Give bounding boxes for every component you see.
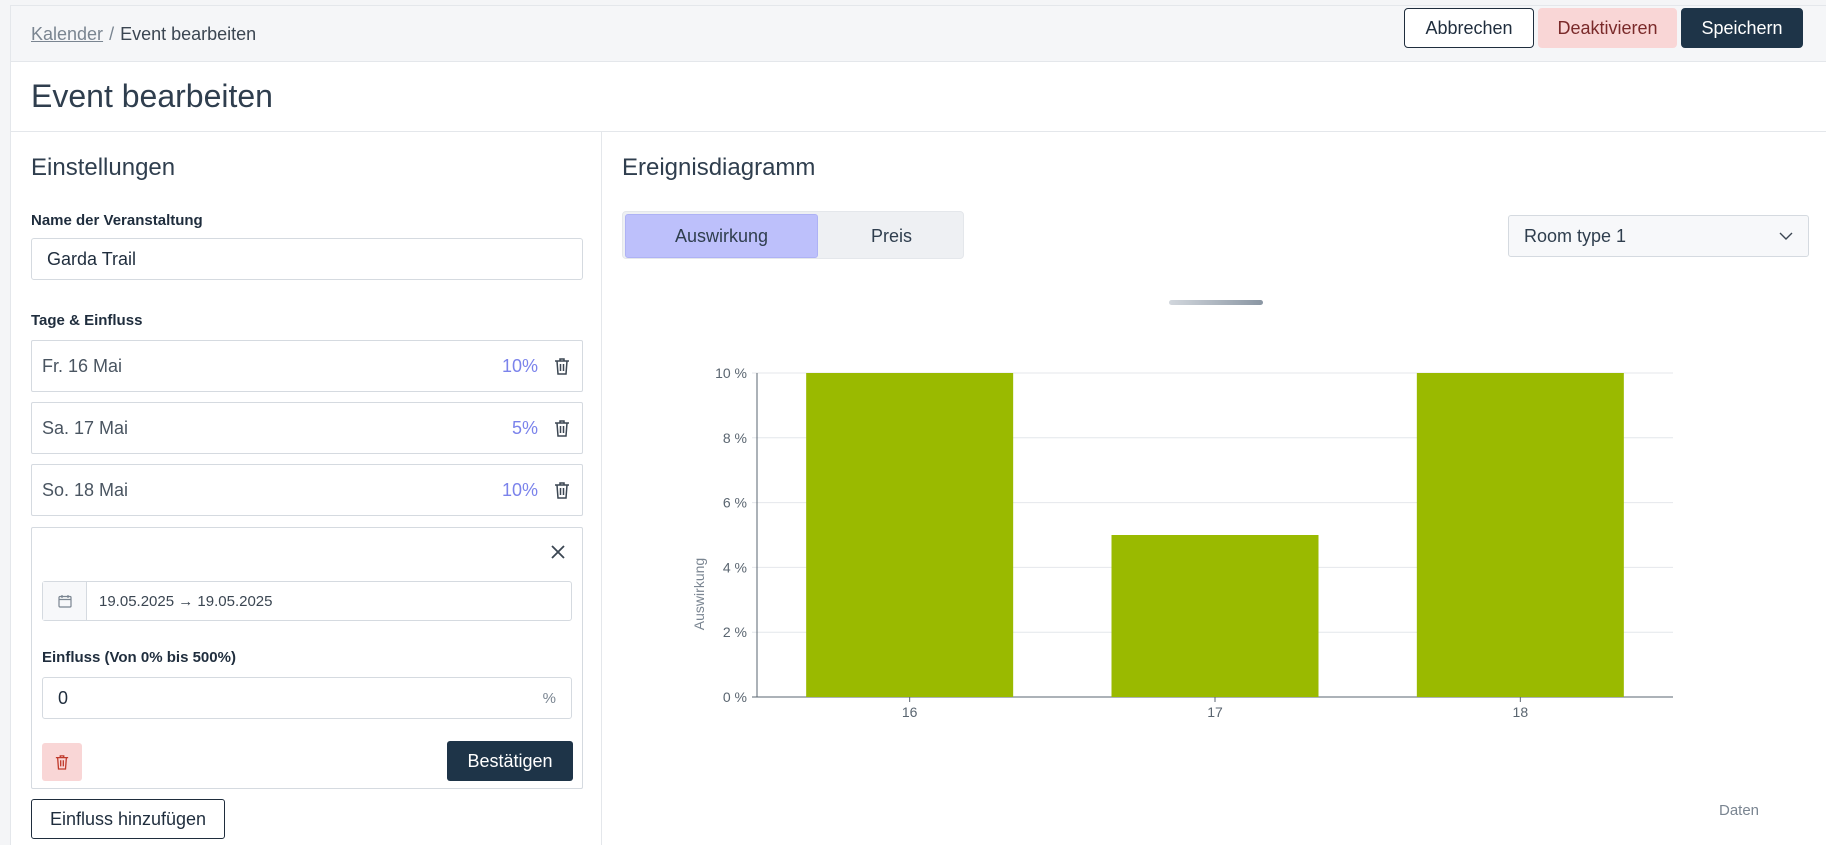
day-row[interactable]: Fr. 16 Mai 10% xyxy=(31,340,583,392)
breadcrumb-current: Event bearbeiten xyxy=(120,24,257,44)
trash-icon xyxy=(55,755,69,770)
day-label: Fr. 16 Mai xyxy=(42,355,123,376)
influence-input[interactable]: 0 % xyxy=(42,677,572,719)
day-influence: 10% xyxy=(501,479,538,500)
x-tick-label: 17 xyxy=(1207,704,1223,720)
trash-icon[interactable] xyxy=(554,418,572,438)
trash-icon[interactable] xyxy=(554,480,572,500)
y-axis-label: Auswirkung xyxy=(691,558,707,630)
y-tick-label: 0 % xyxy=(723,689,747,705)
bar[interactable] xyxy=(806,373,1014,697)
x-axis-label: Daten xyxy=(1719,802,1759,819)
cancel-button[interactable]: Abbrechen xyxy=(1404,8,1534,48)
x-tick-label: 18 xyxy=(1513,704,1529,720)
diagram-title: Ereignisdiagramm xyxy=(622,154,816,181)
influence-editor-card: 19.05.2025 → 19.05.2025 Einfluss (Von 0%… xyxy=(31,527,583,789)
calendar-icon xyxy=(43,582,87,620)
y-tick-label: 6 % xyxy=(723,495,747,511)
y-tick-label: 10 % xyxy=(715,365,747,381)
event-name-input[interactable]: Garda Trail xyxy=(31,238,583,280)
trash-icon[interactable] xyxy=(554,356,572,376)
influence-label: Einfluss (Von 0% bis 500%) xyxy=(42,649,236,666)
breadcrumb: Kalender / Event bearbeiten xyxy=(31,24,256,45)
bar[interactable] xyxy=(1111,535,1319,697)
room-type-select[interactable]: Room type 1 xyxy=(1508,215,1809,257)
days-influence-label: Tage & Einfluss xyxy=(31,312,143,329)
bar[interactable] xyxy=(1416,373,1624,697)
settings-title: Einstellungen xyxy=(31,154,176,181)
breadcrumb-separator: / xyxy=(109,24,115,44)
day-influence: 5% xyxy=(511,417,538,438)
chevron-down-icon xyxy=(1779,232,1793,240)
impact-bar-chart: 0 % 2 % 4 % 6 % 8 % 10 % 16 17 18 Auswirkung Dat… xyxy=(691,365,1759,819)
y-tick-label: 8 % xyxy=(723,430,747,446)
delete-influence-button[interactable] xyxy=(42,743,82,781)
x-tick-label: 16 xyxy=(902,704,918,720)
day-row[interactable]: Sa. 17 Mai 5% xyxy=(31,402,583,454)
day-label: So. 18 Mai xyxy=(42,479,129,500)
title-bar: Event bearbeiten xyxy=(10,62,1826,132)
diagram-panel: Ereignisdiagramm Auswirkung Preis Room t… xyxy=(602,132,1826,845)
scroll-indicator[interactable] xyxy=(1169,300,1263,305)
date-range-value: 19.05.2025 → 19.05.2025 xyxy=(99,592,273,610)
y-tick-label: 2 % xyxy=(723,624,747,640)
close-icon[interactable] xyxy=(548,542,568,562)
day-influence: 10% xyxy=(501,355,538,376)
tab-auswirkung[interactable]: Auswirkung xyxy=(625,214,818,258)
percent-unit: % xyxy=(542,689,556,707)
influence-value: 0 xyxy=(58,687,69,708)
room-type-value: Room type 1 xyxy=(1524,225,1627,246)
page-title: Event bearbeiten xyxy=(31,78,273,114)
add-influence-button[interactable]: Einfluss hinzufügen xyxy=(31,799,225,839)
save-button[interactable]: Speichern xyxy=(1681,8,1803,48)
day-label: Sa. 17 Mai xyxy=(42,417,129,438)
tab-preis[interactable]: Preis xyxy=(870,225,912,246)
day-row[interactable]: So. 18 Mai 10% xyxy=(31,464,583,516)
settings-panel: Einstellungen Name der Veranstaltung Gar… xyxy=(10,132,602,845)
y-tick-label: 4 % xyxy=(723,559,747,575)
breadcrumb-link-kalender[interactable]: Kalender xyxy=(31,24,104,44)
date-range-picker[interactable]: 19.05.2025 → 19.05.2025 xyxy=(42,581,572,621)
confirm-button[interactable]: Bestätigen xyxy=(447,741,573,781)
chart-mode-toggle: Auswirkung Preis xyxy=(622,211,964,259)
deactivate-button[interactable]: Deaktivieren xyxy=(1538,8,1677,48)
event-name-label: Name der Veranstaltung xyxy=(31,212,203,229)
